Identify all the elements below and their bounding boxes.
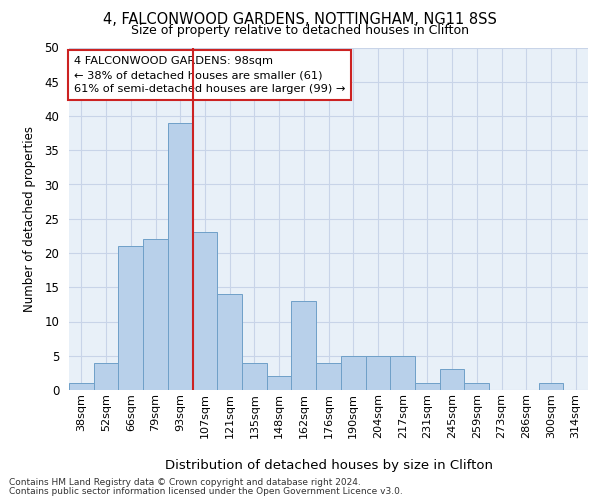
Text: 4, FALCONWOOD GARDENS, NOTTINGHAM, NG11 8SS: 4, FALCONWOOD GARDENS, NOTTINGHAM, NG11 … [103, 12, 497, 28]
Bar [267, 376, 292, 390]
Bar [292, 301, 316, 390]
Bar [193, 232, 217, 390]
Bar [539, 383, 563, 390]
Bar [365, 356, 390, 390]
Bar [464, 383, 489, 390]
Bar [341, 356, 365, 390]
Bar [217, 294, 242, 390]
Bar [69, 383, 94, 390]
Text: Contains HM Land Registry data © Crown copyright and database right 2024.: Contains HM Land Registry data © Crown c… [9, 478, 361, 487]
Bar [316, 362, 341, 390]
Text: Distribution of detached houses by size in Clifton: Distribution of detached houses by size … [165, 460, 493, 472]
Bar [242, 362, 267, 390]
Bar [440, 370, 464, 390]
Bar [415, 383, 440, 390]
Bar [390, 356, 415, 390]
Bar [143, 240, 168, 390]
Bar [118, 246, 143, 390]
Y-axis label: Number of detached properties: Number of detached properties [23, 126, 36, 312]
Text: Size of property relative to detached houses in Clifton: Size of property relative to detached ho… [131, 24, 469, 37]
Text: 4 FALCONWOOD GARDENS: 98sqm
← 38% of detached houses are smaller (61)
61% of sem: 4 FALCONWOOD GARDENS: 98sqm ← 38% of det… [74, 56, 346, 94]
Bar [94, 362, 118, 390]
Text: Contains public sector information licensed under the Open Government Licence v3: Contains public sector information licen… [9, 486, 403, 496]
Bar [168, 123, 193, 390]
